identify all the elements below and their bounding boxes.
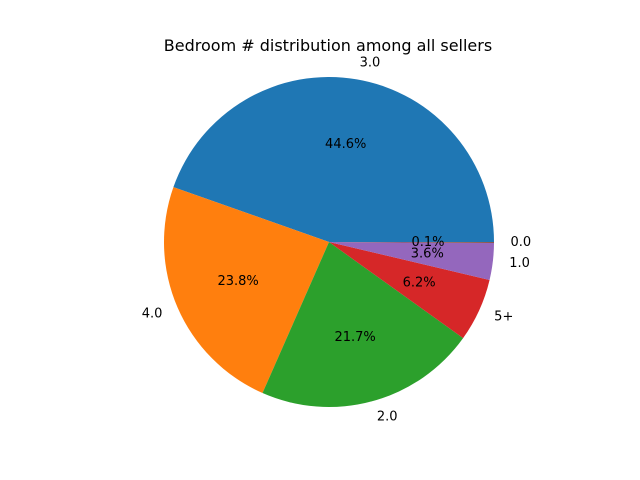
pct-label-0-0: 0.1% [411, 235, 444, 250]
pie-labels: 44.6% 3.0 23.8% 4.0 21.7% 2.0 6.2% 5+ 3.6% 1.0 0.1… [142, 56, 531, 425]
pct-label-4-0: 23.8% [217, 274, 258, 289]
pie-slice-5 [329, 242, 490, 339]
pct-label-2-0: 21.7% [334, 330, 375, 345]
category-label-0-0: 0.0 [510, 235, 531, 250]
pie-slice-3-0 [173, 76, 494, 243]
pct-label-1-0: 3.6% [411, 246, 444, 261]
pie-slices [164, 76, 494, 407]
pct-label-3-0: 44.6% [325, 137, 366, 152]
category-label-4-0: 4.0 [142, 307, 163, 322]
pie-slice-1-0 [329, 242, 494, 281]
category-label-1-0: 1.0 [509, 256, 530, 271]
category-label-5: 5+ [494, 310, 513, 325]
pct-label-5: 6.2% [403, 276, 436, 291]
category-label-3-0: 3.0 [360, 56, 381, 71]
pie-slice-2-0 [262, 242, 464, 407]
pie-slice-0-0 [329, 242, 494, 244]
pie-slice-4-0 [164, 187, 329, 394]
chart-title: Bedroom # distribution among all sellers [164, 36, 492, 55]
category-label-2-0: 2.0 [377, 410, 398, 425]
